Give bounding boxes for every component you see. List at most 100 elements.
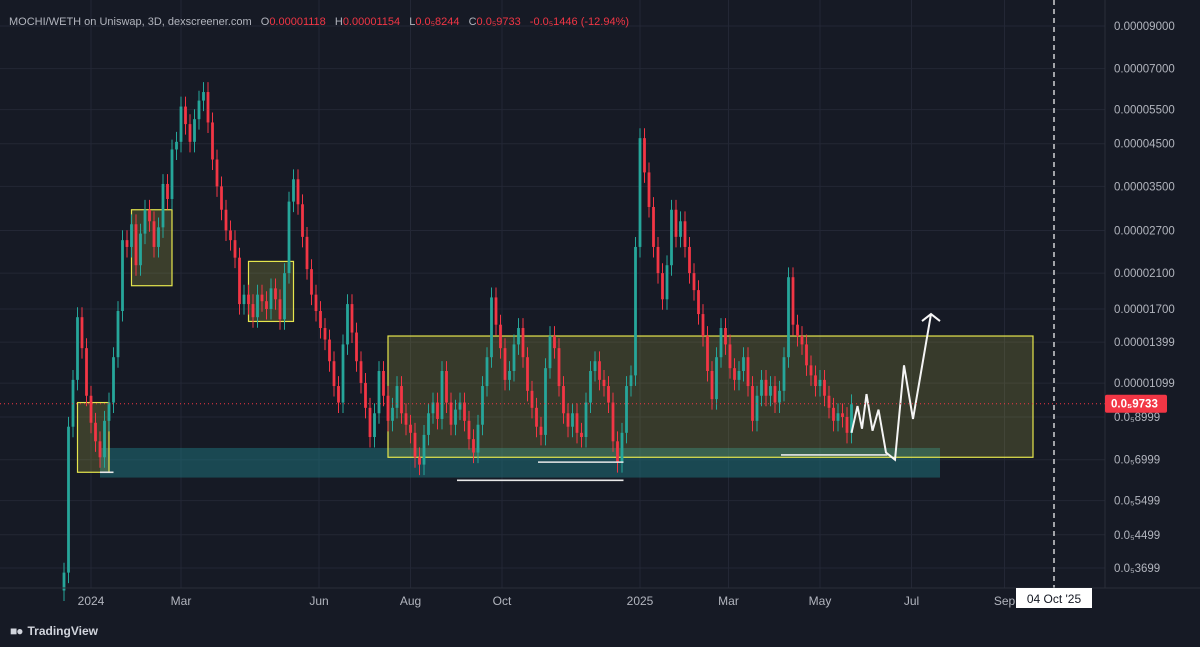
candle-body	[103, 420, 106, 458]
candle-body	[269, 288, 273, 310]
candle-body	[674, 209, 678, 237]
time-tick-label: Sep	[994, 594, 1016, 608]
candle-body	[512, 344, 516, 372]
high-key: H	[334, 16, 343, 28]
candle-body	[647, 172, 651, 207]
candle-body	[328, 339, 331, 362]
candle-body	[80, 317, 84, 349]
candle-body	[287, 201, 291, 274]
candle-body	[755, 395, 759, 421]
candle-body	[368, 407, 372, 438]
candle-body	[431, 402, 435, 414]
candle-body	[337, 386, 340, 403]
candle-body	[746, 357, 750, 387]
candle-body	[638, 138, 642, 247]
price-tick-label: 0.00001099	[1114, 378, 1175, 390]
candle-body	[260, 294, 264, 302]
crosshair-date-tag	[1016, 588, 1092, 608]
candle-body	[494, 297, 498, 325]
tradingview-branding[interactable]: ■● TradingView	[10, 624, 98, 638]
candle-body	[611, 402, 615, 442]
candle-body	[175, 141, 178, 150]
open-value: 0.00001118	[269, 16, 326, 28]
candle-body	[436, 402, 439, 419]
price-axis: 0.00009000 0.00007000 0.00005500 0.00004500…	[1114, 21, 1175, 575]
candle-body	[197, 100, 201, 120]
candle-body	[130, 224, 133, 247]
ohlc-legend: MOCHI/WETH on Uniswap, 3D, dexscreener.c…	[9, 16, 629, 28]
candle-body	[454, 409, 457, 425]
candle-body	[251, 304, 255, 318]
candle-body	[476, 424, 480, 453]
candle-body	[832, 407, 835, 421]
candle-body	[332, 361, 336, 387]
candle-body	[589, 371, 592, 403]
candle-body	[85, 348, 88, 396]
candle-body	[517, 328, 520, 345]
candle-body	[242, 294, 246, 305]
candle-body	[206, 92, 210, 123]
price-tick-label: 0.00002100	[1114, 268, 1175, 280]
candle-body	[796, 324, 799, 337]
candle-body	[467, 420, 471, 440]
candle-body	[823, 379, 826, 396]
candle-body	[62, 572, 66, 591]
candle-body	[818, 379, 822, 387]
candle-body	[427, 413, 430, 435]
candle-body	[656, 246, 660, 274]
candle-body	[697, 290, 700, 315]
candle-body	[373, 413, 376, 438]
candle-body	[683, 221, 687, 247]
candle-body	[760, 379, 763, 396]
candle-body	[314, 294, 318, 312]
candle-body	[233, 240, 237, 258]
candle-body	[607, 386, 610, 403]
candle-body	[278, 299, 282, 320]
candle-body	[481, 386, 484, 425]
time-tick-label: Aug	[400, 594, 421, 608]
candle-body	[148, 209, 151, 222]
time-tick-label: May	[809, 594, 832, 608]
candle-body	[499, 324, 502, 349]
price-tick-label: 0.00004500	[1114, 139, 1175, 151]
candle-body	[841, 413, 844, 418]
candle-body	[238, 257, 241, 305]
candle-body	[625, 386, 628, 433]
last-price-tag-label: 0.0₅9733	[1111, 399, 1158, 411]
candle-body	[778, 390, 781, 403]
candle-body	[341, 344, 345, 403]
candle-body	[463, 402, 466, 421]
candle-body	[265, 301, 268, 310]
candle-body	[382, 371, 385, 396]
candle-body	[787, 277, 790, 358]
candle-body	[472, 439, 475, 453]
candle-body	[274, 288, 277, 300]
candle-body	[67, 426, 70, 573]
candle-body	[701, 314, 705, 337]
candle-body	[247, 294, 250, 305]
candle-body	[107, 402, 111, 421]
price-tick-label: 0.00007000	[1114, 64, 1175, 76]
candle-body	[571, 413, 574, 427]
candle-body	[350, 304, 354, 333]
candle-body	[404, 413, 408, 425]
candle-body	[742, 357, 745, 372]
candles	[62, 82, 853, 602]
candle-body	[409, 424, 412, 433]
accumulation-box	[130, 209, 173, 287]
candle-body	[112, 357, 115, 403]
high-value: 0.00001154	[342, 16, 401, 28]
candle-body	[773, 386, 777, 403]
low-key: L	[409, 16, 416, 28]
candle-body	[679, 221, 682, 237]
candle-body	[490, 297, 493, 358]
candle-body	[386, 395, 390, 421]
candle-body	[503, 348, 507, 380]
candle-body	[530, 390, 534, 408]
candle-body	[634, 246, 637, 376]
candle-body	[616, 441, 619, 463]
candle-body	[139, 233, 142, 266]
